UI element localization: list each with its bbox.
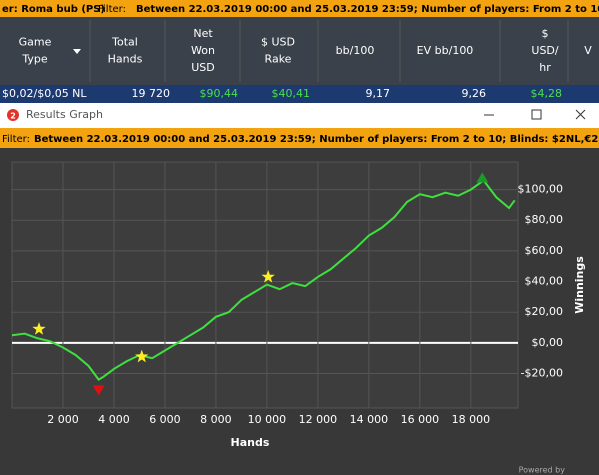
x-tick-label: 10 000 bbox=[248, 413, 287, 426]
column-header: $ USD bbox=[261, 36, 295, 49]
marker-star bbox=[32, 322, 46, 335]
x-tick-label: 16 000 bbox=[401, 413, 440, 426]
x-tick-label: 4 000 bbox=[98, 413, 130, 426]
column-header: $ bbox=[542, 27, 549, 40]
y-tick-label: $0,00 bbox=[532, 336, 564, 349]
filter-text: Between 22.03.2019 00:00 and 25.03.2019 … bbox=[34, 134, 599, 145]
column-header: EV bb/100 bbox=[417, 44, 474, 57]
app-icon-glyph: 2 bbox=[10, 112, 16, 121]
table-cell: 9,17 bbox=[366, 87, 391, 100]
x-tick-label: 18 000 bbox=[452, 413, 491, 426]
column-header: Type bbox=[21, 53, 47, 66]
marker-star bbox=[135, 349, 149, 363]
top-bar bbox=[0, 0, 599, 17]
table-header bbox=[0, 17, 599, 85]
column-header: Net bbox=[193, 27, 213, 40]
top-filter-label: Filter: bbox=[98, 4, 126, 15]
table-cell: $4,28 bbox=[531, 87, 563, 100]
close-button[interactable] bbox=[575, 109, 586, 120]
column-header: Won bbox=[191, 44, 215, 57]
column-header: hr bbox=[539, 61, 551, 74]
y-tick-label: $80,00 bbox=[525, 213, 564, 226]
column-header: USD bbox=[191, 61, 215, 74]
footer: Powered by bbox=[519, 466, 566, 475]
table-cell: $0,02/$0,05 NL bbox=[2, 87, 87, 100]
x-tick-label: 8 000 bbox=[200, 413, 232, 426]
table-cell: $40,41 bbox=[272, 87, 311, 100]
y-tick-label: $20,00 bbox=[525, 305, 564, 318]
window-title: Results Graph bbox=[26, 108, 103, 121]
table-cell: 9,26 bbox=[462, 87, 487, 100]
column-header: Hands bbox=[108, 53, 143, 66]
y-tick-label: $100,00 bbox=[518, 183, 564, 196]
column-header: V bbox=[584, 44, 592, 57]
x-tick-label: 12 000 bbox=[299, 413, 338, 426]
column-header: USD/ bbox=[531, 44, 559, 57]
y-axis-label: Winnings bbox=[573, 256, 586, 314]
table-row[interactable] bbox=[0, 85, 599, 103]
column-header: Rake bbox=[265, 53, 292, 66]
maximize-button[interactable] bbox=[531, 109, 542, 120]
x-tick-label: 14 000 bbox=[350, 413, 389, 426]
column-header: bb/100 bbox=[336, 44, 375, 57]
marker-up bbox=[476, 172, 489, 183]
column-header: Total bbox=[111, 36, 138, 49]
filter-label: Filter: bbox=[2, 134, 30, 145]
results-line bbox=[11, 179, 516, 381]
x-tick-label: 6 000 bbox=[149, 413, 181, 426]
y-tick-label: $60,00 bbox=[525, 244, 564, 257]
table-cell: $90,44 bbox=[200, 87, 239, 100]
x-axis-label: Hands bbox=[231, 436, 270, 449]
sort-arrow[interactable] bbox=[73, 49, 81, 54]
marker-down bbox=[92, 385, 105, 396]
y-tick-label: -$20,00 bbox=[521, 367, 563, 380]
top-title: er: Roma bub (PS) bbox=[2, 4, 105, 15]
table-cell: 19 720 bbox=[132, 87, 171, 100]
chart-layer: Game Type Total Hands Net Won USD $ USD Rake bb/1… bbox=[2, 20, 592, 426]
filter-bar bbox=[0, 128, 599, 148]
column-header: Game bbox=[19, 36, 52, 49]
app-icon bbox=[7, 109, 19, 121]
y-tick-label: $40,00 bbox=[525, 275, 564, 288]
top-filter: Between 22.03.2019 00:00 and 25.03.2019 … bbox=[136, 4, 599, 15]
window-titlebar bbox=[0, 103, 599, 128]
x-tick-label: 2 000 bbox=[47, 413, 79, 426]
marker-star bbox=[261, 269, 275, 283]
